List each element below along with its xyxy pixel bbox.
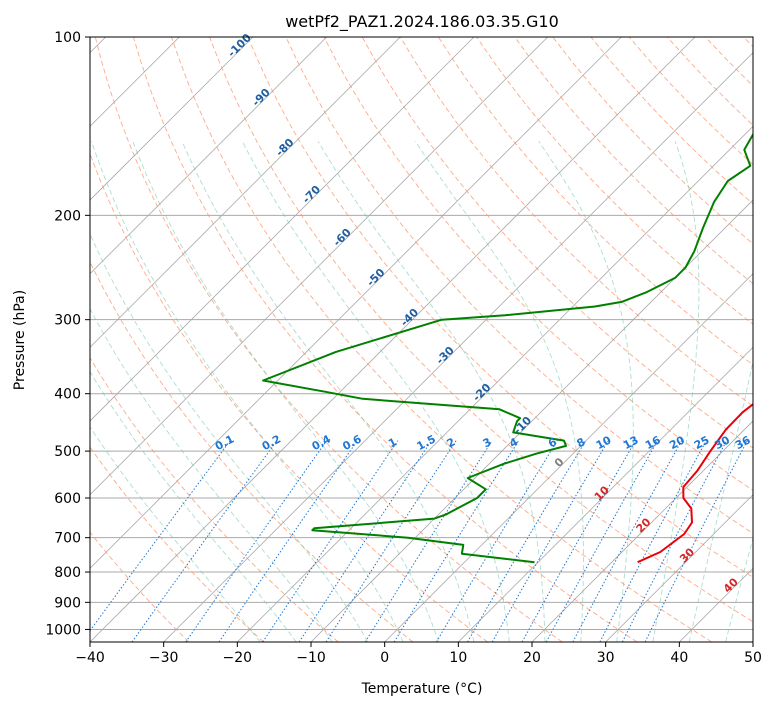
mixing-ratio-line [262,440,399,642]
isotherm-line [752,641,753,642]
dry-adiabat-line [285,37,753,535]
x-tick-label: −40 [75,650,105,666]
plot-frame [89,36,754,643]
moist-adiabat-line [132,141,439,642]
mixing-ratio-label: 20 [667,433,687,452]
moist-adiabat-line [90,370,297,642]
mixing-ratio-label: 16 [643,433,663,452]
y-tick-label: 1000 [45,622,81,638]
mixing-ratio-line [435,440,558,642]
y-tick-label: 500 [54,444,81,460]
dry-adiabat-line [132,37,638,642]
mixing-ratio-label: 30 [712,433,732,452]
moist-adiabat-line [90,307,333,642]
isotherm-line [90,37,254,201]
x-tick-label: 10 [449,650,467,666]
y-tick-label: 600 [54,491,81,507]
dry-adiabat-line [90,356,339,642]
isotherm-line [605,494,753,642]
dry-adiabat-line [90,152,488,642]
mixing-ratio-line [467,440,587,642]
y-tick-label: 800 [54,565,81,581]
y-tick-label: 200 [54,208,81,224]
moist-adiabat-line [688,359,753,642]
isotherm-line [90,37,475,422]
mixing-ratio-line [298,440,432,642]
isotherm-line [90,37,548,496]
isotherm-line [237,125,753,642]
x-tick-label: 30 [597,650,615,666]
isotherm-line [90,37,696,642]
mixing-ratio-line [621,440,728,642]
dry-adiabat-line [90,531,190,642]
dry-adiabat-line [90,261,414,642]
x-axis: −40 −30 −20 −10 0 10 20 30 40 50 [75,642,762,666]
moist-adiabat-line [181,141,475,642]
dry-adiabat-line [323,37,753,491]
dry-adiabat-line [90,446,264,642]
mixing-ratio-line [491,440,609,642]
x-tick-label: −10 [296,650,326,666]
dry-adiabat-line [171,37,712,642]
temperature-line [637,402,753,564]
dry-adiabat-line [514,37,753,285]
mixing-ratio-line [325,440,457,642]
dry-adiabat-line [438,37,753,366]
moist-adiabat-line [90,232,369,642]
isotherm-line [90,37,622,569]
moist-adiabat-line [538,141,634,642]
dry-adiabat-line [399,37,753,407]
isotherm-line [458,346,753,642]
moist-adiabat-line [414,141,584,642]
dry-adiabat-line [209,37,753,623]
moist-adiabat-line [725,536,753,642]
dry-adiabat-line [247,37,753,578]
mixing-ratio-label: 10 [594,433,614,452]
moist-adiabat-line [652,141,700,642]
mixing-ratio-line [364,440,493,642]
isotherm-line [531,420,753,642]
mixing-ratio-label: 13 [621,433,641,452]
mixing-ratio-line [572,440,683,642]
x-tick-label: −30 [149,650,179,666]
y-tick-label: 700 [54,531,81,547]
moist-adiabat-line [90,426,261,642]
x-axis-label: Temperature (°C) [361,681,483,697]
mixing-ratio-label: 25 [692,433,712,452]
x-tick-label: 0 [380,650,389,666]
chart-title: wetPf2_PAZ1.2024.186.03.35.G10 [285,12,559,32]
y-tick-label: 300 [54,313,81,329]
data-series [262,132,753,564]
background-lines [90,37,753,642]
y-tick-label: 900 [54,595,81,611]
mixing-ratio-line [218,440,358,642]
y-axis: 100 200 300 400 500 600 700 800 900 1000 [45,30,90,638]
moist-adiabat-line [241,141,510,642]
x-tick-label: 40 [670,650,688,666]
moist-adiabat-line [91,141,404,642]
isotherm-line [90,37,401,348]
x-tick-label: 20 [523,650,541,666]
x-tick-label: 50 [744,650,762,666]
mixing-ratio-line [185,440,328,642]
isotherm-line [384,273,753,642]
dry-adiabat-line [94,37,563,642]
mixing-ratio-line [393,440,520,642]
isotherm-line [163,52,753,642]
dewpoint-line [262,132,753,564]
mixing-ratio-label: 36 [733,433,753,452]
isotherm-line [90,37,327,275]
dry-adiabat-line [361,37,753,449]
plot-background [90,37,753,642]
y-tick-label: 100 [54,30,81,46]
x-tick-label: −20 [223,650,253,666]
y-axis-label: Pressure (hPa) [12,290,28,390]
y-tick-label: 400 [54,387,81,403]
